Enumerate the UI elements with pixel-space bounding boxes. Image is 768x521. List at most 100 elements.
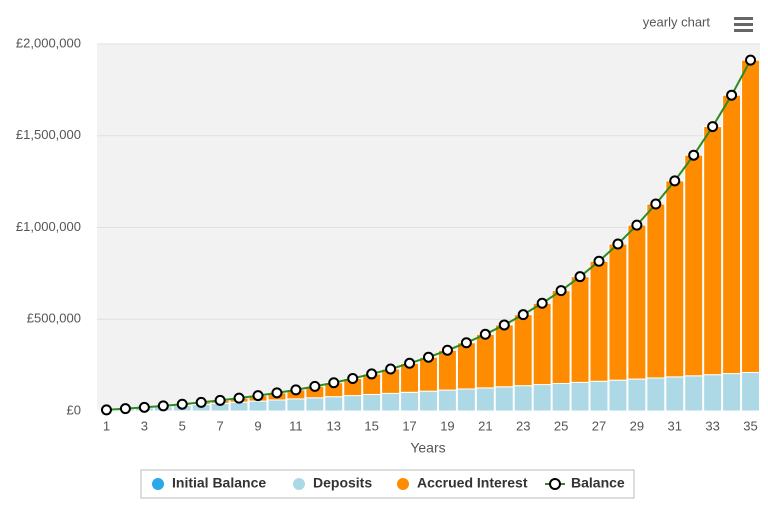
bar-segment [609,380,627,411]
balance-marker [670,176,679,185]
y-tick-label: £500,000 [27,311,81,326]
balance-marker [613,240,622,249]
bar-segment [533,385,551,411]
menu-label[interactable]: yearly chart [643,14,711,29]
bar-segment [704,127,722,375]
bar-segment [438,350,456,390]
x-tick-label: 11 [289,418,303,433]
bar-segment [590,381,608,411]
bar-segment [344,396,362,411]
bar-segment [628,379,646,411]
balance-marker [708,122,717,131]
balance-marker [254,391,263,400]
balance-marker [727,91,736,100]
menu-bar [734,29,753,32]
balance-marker [386,364,395,373]
bar-segment [628,225,646,379]
x-tick-label: 19 [440,418,454,433]
balance-marker [462,338,471,347]
x-tick-label: 21 [478,418,492,433]
bar-segment [666,181,684,377]
bar-segment [495,387,513,411]
bar-segment [457,343,475,389]
bar-segment [609,244,627,380]
balance-marker [500,320,509,329]
balance-marker [746,56,755,65]
bar-segment [723,95,741,373]
balance-marker [121,404,130,413]
bar-segment [401,392,419,411]
legend-symbol [293,478,305,490]
bar-segment [685,155,703,376]
legend-label: Deposits [313,475,372,491]
balance-marker [140,403,149,412]
bar-segment [438,390,456,411]
bar-segment [476,388,494,411]
balance-marker [519,310,528,319]
balance-marker [102,405,111,414]
bar-segment [552,383,570,411]
x-tick-label: 31 [668,418,682,433]
y-tick-label: £0 [67,402,81,417]
menu-bar [734,23,753,26]
x-tick-label: 15 [364,418,378,433]
balance-marker [310,382,319,391]
bar-segment [533,303,551,384]
x-tick-label: 1 [103,418,110,433]
bar-segment [306,398,324,411]
balance-marker [367,369,376,378]
bar-segment [268,400,286,411]
x-tick-label: 27 [592,418,606,433]
balance-marker [424,353,433,362]
bar-segment [571,277,589,383]
bar-segment [552,291,570,384]
balance-marker [594,257,603,266]
y-tick-label: £1,500,000 [16,127,81,142]
bar-segment [590,261,608,381]
bar-segment [495,325,513,387]
bar-segment [325,397,343,411]
x-tick-label: 29 [630,418,644,433]
balance-marker [348,374,357,383]
bar-segment [704,375,722,411]
y-tick-label: £1,000,000 [16,219,81,234]
legend-symbol [397,478,409,490]
legend-item[interactable]: Accrued Interest [397,475,528,491]
balance-marker [481,330,490,339]
balance-marker [576,272,585,281]
bar-segment [723,374,741,411]
balance-marker [557,286,566,295]
menu-icon[interactable] [734,17,753,32]
balance-marker [291,385,300,394]
balance-marker [197,398,206,407]
balance-marker [405,359,414,368]
legend-label: Accrued Interest [417,475,528,491]
x-tick-label: 7 [217,418,224,433]
x-tick-label: 9 [254,418,261,433]
balance-marker [651,200,660,209]
x-tick-label: 33 [705,418,719,433]
bar-segment [363,394,381,411]
legend-symbol [550,479,560,489]
balance-marker [178,400,187,409]
x-tick-label: 25 [554,418,568,433]
bar-segment [457,389,475,411]
legend-symbol [152,478,164,490]
bar-segment [685,376,703,411]
balance-marker [538,299,547,308]
bar-segment [249,401,267,411]
x-axis-title: Years [410,440,445,456]
legend-label: Initial Balance [172,475,266,491]
x-tick-label: 3 [141,418,148,433]
balance-marker [235,394,244,403]
bar-segment [647,378,665,411]
bar-segment [571,382,589,411]
bar-segment [666,377,684,411]
x-tick-label: 5 [179,418,186,433]
legend-label: Balance [571,475,625,491]
bar-segment [742,372,760,411]
balance-marker [159,401,168,410]
bar-segment [742,60,760,372]
bar-segment [420,391,438,411]
